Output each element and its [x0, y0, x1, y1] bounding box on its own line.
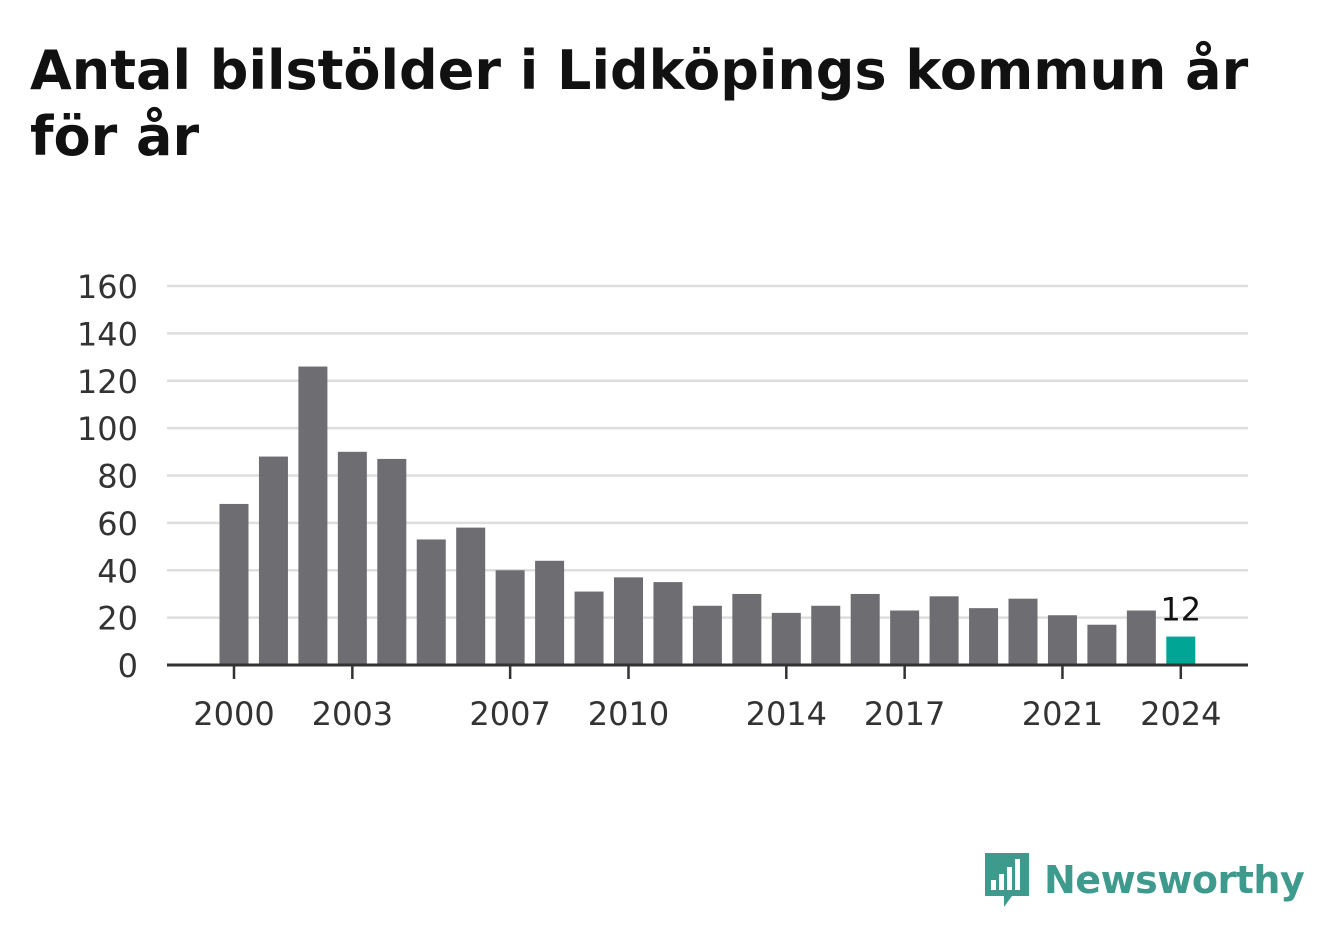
bar-2000 — [219, 503, 249, 665]
y-tick-label-60: 60 — [97, 505, 138, 543]
x-tick-label-2021: 2021 — [1022, 695, 1103, 733]
bar-2017 — [890, 610, 920, 665]
bar-2022 — [1087, 624, 1117, 665]
x-tick-label-2007: 2007 — [469, 695, 550, 733]
x-tick-label-2014: 2014 — [746, 695, 827, 733]
y-tick-label-40: 40 — [97, 552, 138, 590]
bar-2011 — [653, 582, 683, 665]
chart-title: Antal bilstölder i Lidköpings kommun år … — [30, 39, 1249, 168]
bar-2009 — [574, 591, 604, 665]
bar-2019 — [969, 608, 999, 665]
bar-2003 — [337, 451, 367, 665]
brand-logo: Newsworthy — [982, 850, 1305, 910]
data-labels: 12 — [1160, 591, 1201, 629]
x-tick-label-2017: 2017 — [864, 695, 945, 733]
bar-2016 — [850, 593, 880, 665]
bars — [219, 366, 1196, 665]
y-tick-label-100: 100 — [77, 410, 138, 448]
bar-2014 — [771, 612, 801, 665]
y-tick-label-80: 80 — [97, 458, 138, 496]
y-axis-ticks: 0 20 40 60 80 100 120 140 160 — [77, 268, 138, 685]
bar-2005 — [416, 539, 446, 665]
y-tick-label-120: 120 — [77, 363, 138, 401]
bar-2007 — [495, 570, 525, 665]
y-tick-label-160: 160 — [77, 268, 138, 306]
x-tick-label-2003: 2003 — [312, 695, 393, 733]
y-tick-label-20: 20 — [97, 600, 138, 638]
bar-2021 — [1047, 615, 1077, 665]
gridlines — [167, 284, 1248, 619]
bar-2002 — [298, 366, 328, 665]
y-tick-label-0: 0 — [118, 647, 138, 685]
bar-2020 — [1008, 598, 1038, 665]
y-tick-label-140: 140 — [77, 315, 138, 353]
bar-2018 — [929, 596, 959, 665]
bar-2023 — [1126, 610, 1156, 665]
brand-name: Newsworthy — [1044, 858, 1305, 902]
bar-2012 — [692, 605, 722, 665]
bar-2001 — [258, 456, 288, 665]
bar-2006 — [456, 527, 486, 665]
bar-chart-speech-bubble-icon — [985, 853, 1029, 907]
x-tick-label-2000: 2000 — [193, 695, 274, 733]
bar-2015 — [811, 605, 841, 665]
bar-2008 — [535, 560, 565, 665]
x-tick-label-2024: 2024 — [1140, 695, 1221, 733]
bar-2024 — [1166, 636, 1196, 665]
bar-2013 — [732, 593, 762, 665]
bar-2004 — [377, 458, 407, 665]
data-label-2024: 12 — [1160, 591, 1201, 629]
x-axis-ticks: 2000 2003 2007 2010 2014 2017 2021 2024 — [193, 665, 1222, 733]
x-tick-label-2010: 2010 — [588, 695, 669, 733]
bar-2010 — [614, 577, 643, 665]
